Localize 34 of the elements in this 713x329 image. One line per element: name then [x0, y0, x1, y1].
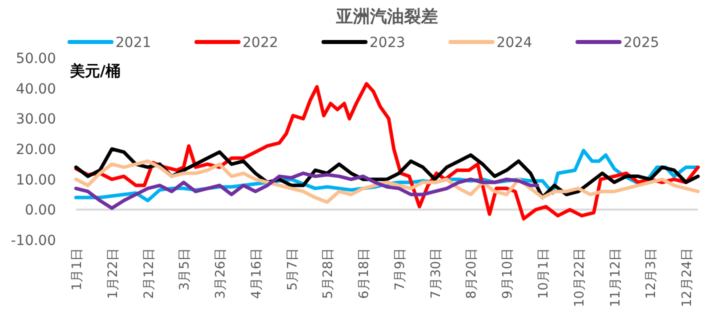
line-series: [74, 159, 700, 204]
x-tick-label: 1月1日: [70, 248, 85, 291]
x-tick-label: 7月30日: [428, 248, 444, 299]
legend-label: 2025: [624, 35, 660, 51]
legend-label: 2022: [242, 35, 278, 51]
y-tick-label: -10.00: [10, 233, 56, 249]
legend-label: 2021: [116, 35, 152, 51]
x-tick-label: 5月28日: [321, 248, 336, 299]
x-tick-label: 3月5日: [178, 248, 193, 291]
y-tick-label: 10.00: [16, 172, 56, 188]
chart-title: 亚洲汽油裂差: [335, 7, 438, 27]
x-tick-label: 2月12日: [142, 248, 157, 299]
y-tick-label: 40.00: [16, 81, 56, 98]
x-tick-label: 1月22日: [106, 248, 121, 299]
legend-label: 2023: [370, 35, 406, 51]
x-tick-label: 3月26日: [214, 248, 229, 299]
x-tick-label: 12月3日: [644, 248, 660, 299]
y-tick-label: 30.00: [16, 112, 56, 128]
x-tick-label: 8月20日: [464, 248, 480, 299]
x-tick-label: 9月10日: [500, 248, 516, 299]
y-tick-label: 20.00: [16, 142, 56, 158]
x-tick-label: 10月1日: [536, 248, 552, 299]
legend-label: 2024: [496, 35, 532, 51]
y-tick-label: 50.00: [16, 51, 56, 67]
x-tick-label: 6月18日: [357, 248, 372, 299]
line-series: [74, 172, 540, 210]
x-tick-label: 12月24日: [680, 248, 696, 308]
x-tick-label: 5月7日: [285, 248, 300, 291]
y-axis-title: 美元/桶: [69, 62, 120, 80]
x-tick-label: 10月22日: [572, 248, 588, 308]
x-tick-label: 4月16日: [249, 248, 264, 299]
y-tick-label: 0.00: [24, 202, 56, 219]
x-tick-label: 7月9日: [392, 248, 408, 291]
x-tick-label: 11月12日: [608, 248, 624, 308]
